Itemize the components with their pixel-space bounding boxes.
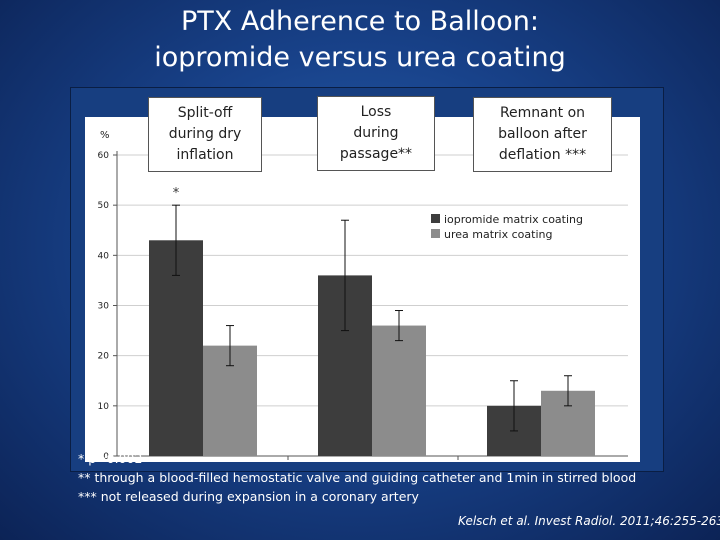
y-axis-label: % xyxy=(100,130,110,141)
legend-swatch-iopromide xyxy=(431,214,440,223)
category-label-2-line-1: Loss xyxy=(360,104,392,120)
y-tick-label-1: 10 xyxy=(98,402,110,412)
category-label-box-1: Split-off during dry inflation xyxy=(148,97,262,172)
category-label-2-line-2: during xyxy=(353,125,399,141)
footnote-1: * p=0.002 xyxy=(78,451,143,466)
y-tick-label-6: 60 xyxy=(98,151,110,161)
category-label-2-line-3: passage** xyxy=(339,146,413,162)
y-tick-label-0: 0 xyxy=(103,452,109,462)
slide-title-line-1: PTX Adherence to Balloon: xyxy=(181,6,539,37)
category-label-3-line-2: balloon after xyxy=(498,126,587,142)
category-label-1-line-3: inflation xyxy=(176,147,234,163)
y-tick-label-4: 40 xyxy=(98,251,110,261)
y-tick-label-5: 50 xyxy=(98,201,110,211)
legend-swatch-urea xyxy=(431,229,440,238)
category-label-3-line-3: deflation *** xyxy=(498,147,587,163)
bar-iopromide-1 xyxy=(149,240,203,456)
slide-title: PTX Adherence to Balloon: iopromide vers… xyxy=(0,4,720,76)
category-label-box-3: Remnant on balloon after deflation *** xyxy=(473,97,612,172)
y-tick-label-3: 30 xyxy=(98,302,110,312)
category-label-1-line-1: Split-off xyxy=(177,105,233,121)
category-label-3-line-1: Remnant on xyxy=(499,105,586,121)
legend-label-iopromide: iopromide matrix coating xyxy=(444,213,583,226)
significance-marker-1: * xyxy=(173,186,180,201)
footnote-2: ** through a blood-filled hemostatic val… xyxy=(78,470,637,485)
y-tick-label-2: 20 xyxy=(98,352,110,362)
legend-label-urea: urea matrix coating xyxy=(444,228,552,241)
slide-title-line-2: iopromide versus urea coating xyxy=(154,42,566,73)
bar-urea-2 xyxy=(372,325,426,456)
footnotes: * p=0.002 ** through a blood-filled hemo… xyxy=(78,449,718,506)
citation: Kelsch et al. Invest Radiol. 2011;46:255… xyxy=(458,514,720,528)
category-label-1-line-2: during dry xyxy=(168,126,242,142)
footnote-3: *** not released during expansion in a c… xyxy=(78,489,419,504)
category-label-box-2: Loss during passage** xyxy=(317,96,435,171)
